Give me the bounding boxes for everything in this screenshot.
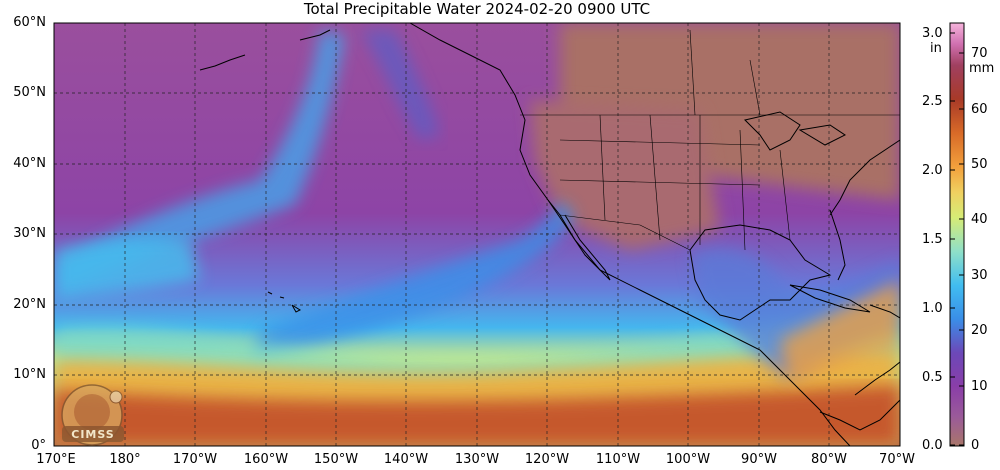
colorbar-mm-tick: 50 bbox=[971, 157, 988, 172]
lat-label: 40°N bbox=[13, 156, 46, 171]
lon-label: 140°W bbox=[383, 452, 429, 467]
colorbar-in-unit: in bbox=[930, 41, 942, 56]
lat-label: 50°N bbox=[13, 85, 46, 100]
lat-label: 0° bbox=[31, 438, 46, 453]
colorbar-in-tick: 3.0 bbox=[922, 26, 943, 41]
lon-label: 70°W bbox=[879, 452, 915, 467]
lon-label: 100°W bbox=[665, 452, 711, 467]
lon-label: 80°W bbox=[811, 452, 847, 467]
colorbar-mm-tick: 70 bbox=[971, 46, 988, 61]
lon-label: 170°W bbox=[172, 452, 218, 467]
colorbar-in-tick: 2.5 bbox=[922, 94, 943, 109]
lat-label: 30°N bbox=[13, 226, 46, 241]
colorbar-mm-unit: mm bbox=[969, 61, 995, 76]
graticule bbox=[54, 23, 900, 446]
colorbar-mm-tick: 0 bbox=[971, 438, 980, 453]
lon-label: 130°W bbox=[454, 452, 500, 467]
colorbar-mm-tick: 20 bbox=[971, 323, 988, 338]
lon-label: 150°W bbox=[313, 452, 359, 467]
map-title: Total Precipitable Water 2024-02-20 0900… bbox=[303, 0, 651, 18]
colorbar-scale bbox=[949, 22, 965, 447]
lat-label: 60°N bbox=[13, 15, 46, 30]
lat-label: 20°N bbox=[13, 297, 46, 312]
colorbar-mm-tick: 30 bbox=[971, 268, 988, 283]
lon-label: 120°W bbox=[524, 452, 570, 467]
colorbar-in-tick: 1.0 bbox=[922, 301, 943, 316]
coastlines bbox=[199, 23, 900, 446]
colorbar bbox=[949, 22, 965, 447]
lon-label: 180° bbox=[109, 452, 141, 467]
colorbar-mm-tick: 10 bbox=[971, 379, 988, 394]
colorbar-in-tick: 0.0 bbox=[922, 438, 943, 453]
lon-label: 160°W bbox=[243, 452, 289, 467]
political-borders bbox=[520, 29, 900, 251]
map-frame bbox=[53, 22, 901, 447]
colorbar-mm-tick: 40 bbox=[971, 212, 988, 227]
lon-label: 110°W bbox=[595, 452, 641, 467]
colorbar-in-tick: 2.0 bbox=[922, 163, 943, 178]
lon-label: 170°E bbox=[36, 452, 76, 467]
colorbar-in-tick: 0.5 bbox=[922, 370, 943, 385]
cimss-logo-text: CIMSS bbox=[71, 428, 115, 441]
lon-label: 90°W bbox=[741, 452, 777, 467]
colorbar-in-tick: 1.5 bbox=[922, 232, 943, 247]
lat-label: 10°N bbox=[13, 367, 46, 382]
cimss-logo bbox=[61, 384, 124, 446]
colorbar-mm-tick: 60 bbox=[971, 102, 988, 117]
tpw-field bbox=[54, 23, 900, 446]
